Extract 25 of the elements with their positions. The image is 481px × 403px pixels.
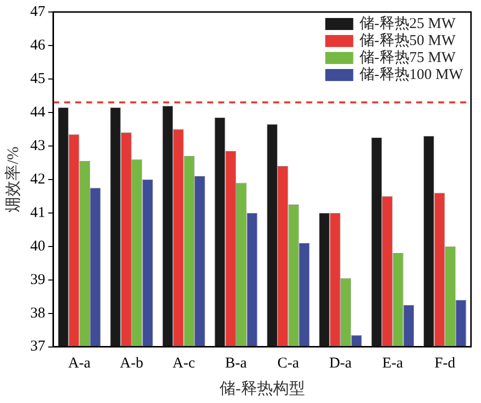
y-tick-label: 37 [30,338,46,355]
legend-label: 储-释热25 MW [359,14,456,32]
legend-label: 储-释热100 MW [359,66,464,83]
x-tick-label: A-a [68,356,91,372]
y-axis-title: 㶲效率/% [4,146,22,212]
y-tick-label: 42 [30,171,46,188]
y-tick-label: 47 [30,4,46,20]
y-tick-label: 43 [30,138,46,154]
y-tick-label: 44 [30,104,46,120]
legend-label: 储-释热50 MW [359,32,456,49]
x-tick-label: B-a [225,356,248,372]
x-tick-label: A-c [172,356,196,372]
y-tick-label: 45 [30,70,46,87]
y-tick-label: 40 [30,238,46,254]
x-tick-label: A-b [120,356,144,372]
x-tick-label: E-a [382,356,404,372]
x-tick-label: F-d [434,356,456,372]
x-tick-label: C-a [277,356,300,372]
x-axis-title: 储-释热构型 [219,380,305,398]
y-tick-label: 46 [30,37,46,54]
x-tick-label: D-a [329,356,352,372]
y-tick-label: 38 [30,305,46,322]
legend-label: 储-释热75 MW [359,48,456,66]
y-tick-label: 41 [30,204,46,221]
y-tick-label: 39 [30,272,46,288]
